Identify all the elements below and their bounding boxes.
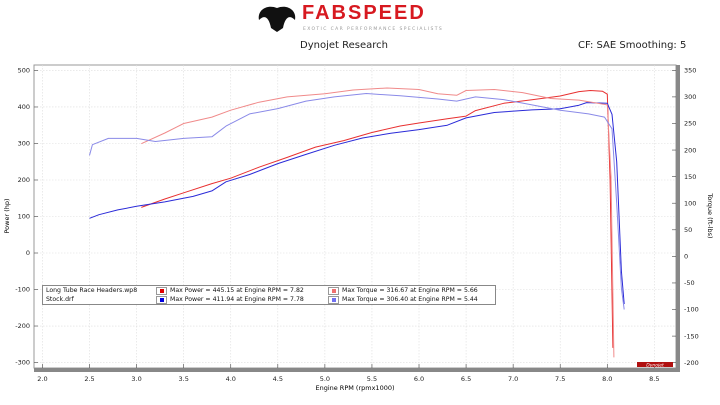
y-tick-label: 500 bbox=[18, 67, 30, 75]
legend-max-power: Max Power = 411.94 at Engine RPM = 7.78 bbox=[170, 296, 304, 303]
x-tick-label: 6.5 bbox=[461, 375, 471, 383]
y2-tick-label: -150 bbox=[684, 332, 699, 340]
legend-run-name: Stock.drf bbox=[46, 296, 74, 303]
x-tick-label: 8.5 bbox=[649, 375, 659, 383]
y2-tick-label: 150 bbox=[684, 173, 696, 181]
y-tick-label: -300 bbox=[15, 359, 30, 367]
stock-power-line bbox=[89, 102, 625, 305]
x-axis-label: Engine RPM (rpmx1000) bbox=[315, 384, 394, 392]
correction-settings: CF: SAE Smoothing: 5 bbox=[578, 40, 687, 51]
legend-max-power: Max Power = 445.15 at Engine RPM = 7.82 bbox=[170, 287, 304, 294]
y-tick-label: 100 bbox=[18, 213, 30, 221]
x-tick-label: 8.0 bbox=[602, 375, 612, 383]
legend-run-name: Long Tube Race Headers.wp8 bbox=[46, 287, 138, 294]
y2-tick-label: 0 bbox=[684, 253, 688, 261]
y2-tick-label: 350 bbox=[684, 67, 696, 75]
legend-row-stock: Stock.drf Max Power = 411.94 at Engine R… bbox=[43, 295, 495, 304]
x-tick-label: 4.5 bbox=[273, 375, 283, 383]
x-tick-label: 2.5 bbox=[84, 375, 94, 383]
y-tick-label: 300 bbox=[18, 140, 30, 148]
y2-tick-label: 50 bbox=[684, 226, 692, 234]
y2-tick-label: -50 bbox=[684, 279, 695, 287]
x-tick-label: 6.0 bbox=[414, 375, 424, 383]
brand-name: FABSPEED bbox=[302, 2, 426, 24]
y2-axis-label: Torque (ft-lbs) bbox=[706, 192, 714, 238]
y2-tick-label: 300 bbox=[684, 93, 696, 101]
y-tick-label: 200 bbox=[18, 176, 30, 184]
x-tick-label: 3.5 bbox=[179, 375, 189, 383]
brand-tagline: EXOTIC CAR PERFORMANCE SPECIALISTS bbox=[303, 27, 444, 32]
power-swatch bbox=[156, 295, 167, 304]
y2-axis-bar bbox=[676, 65, 680, 372]
y2-tick-label: -200 bbox=[684, 359, 699, 367]
y-tick-label: 0 bbox=[26, 249, 30, 257]
legend-max-torque: Max Torque = 316.67 at Engine RPM = 5.66 bbox=[342, 287, 478, 294]
y2-tick-label: 100 bbox=[684, 199, 696, 207]
x-axis-bar bbox=[34, 368, 676, 372]
chart-title: Dynojet Research bbox=[300, 40, 388, 51]
y2-tick-label: 200 bbox=[684, 146, 696, 154]
dynojet-watermark: Dynojet bbox=[637, 362, 673, 368]
y-tick-label: -200 bbox=[15, 322, 30, 330]
x-tick-label: 2.0 bbox=[37, 375, 47, 383]
x-tick-label: 5.5 bbox=[367, 375, 377, 383]
y-tick-label: 400 bbox=[18, 103, 30, 111]
y-axis-label: Power (hp) bbox=[3, 198, 11, 233]
power-swatch bbox=[156, 286, 167, 295]
torque-swatch bbox=[328, 286, 339, 295]
x-tick-label: 3.0 bbox=[131, 375, 141, 383]
fabspeed-bird-logo bbox=[258, 6, 296, 32]
y-tick-label: -100 bbox=[15, 286, 30, 294]
x-tick-label: 7.0 bbox=[508, 375, 518, 383]
svg-text:Dynojet: Dynojet bbox=[646, 362, 664, 368]
long-tube-power-line bbox=[141, 90, 614, 348]
stock-torque-line bbox=[89, 93, 625, 310]
x-tick-label: 7.5 bbox=[555, 375, 565, 383]
torque-swatch bbox=[328, 295, 339, 304]
x-tick-label: 5.0 bbox=[320, 375, 330, 383]
legend: Long Tube Race Headers.wp8 Max Power = 4… bbox=[42, 285, 496, 305]
y2-tick-label: -100 bbox=[684, 306, 699, 314]
y2-tick-label: 250 bbox=[684, 120, 696, 128]
legend-row-long-tube: Long Tube Race Headers.wp8 Max Power = 4… bbox=[43, 286, 495, 295]
long-tube-torque-line bbox=[141, 87, 615, 358]
legend-max-torque: Max Torque = 306.40 at Engine RPM = 5.44 bbox=[342, 296, 478, 303]
x-tick-label: 4.0 bbox=[226, 375, 236, 383]
